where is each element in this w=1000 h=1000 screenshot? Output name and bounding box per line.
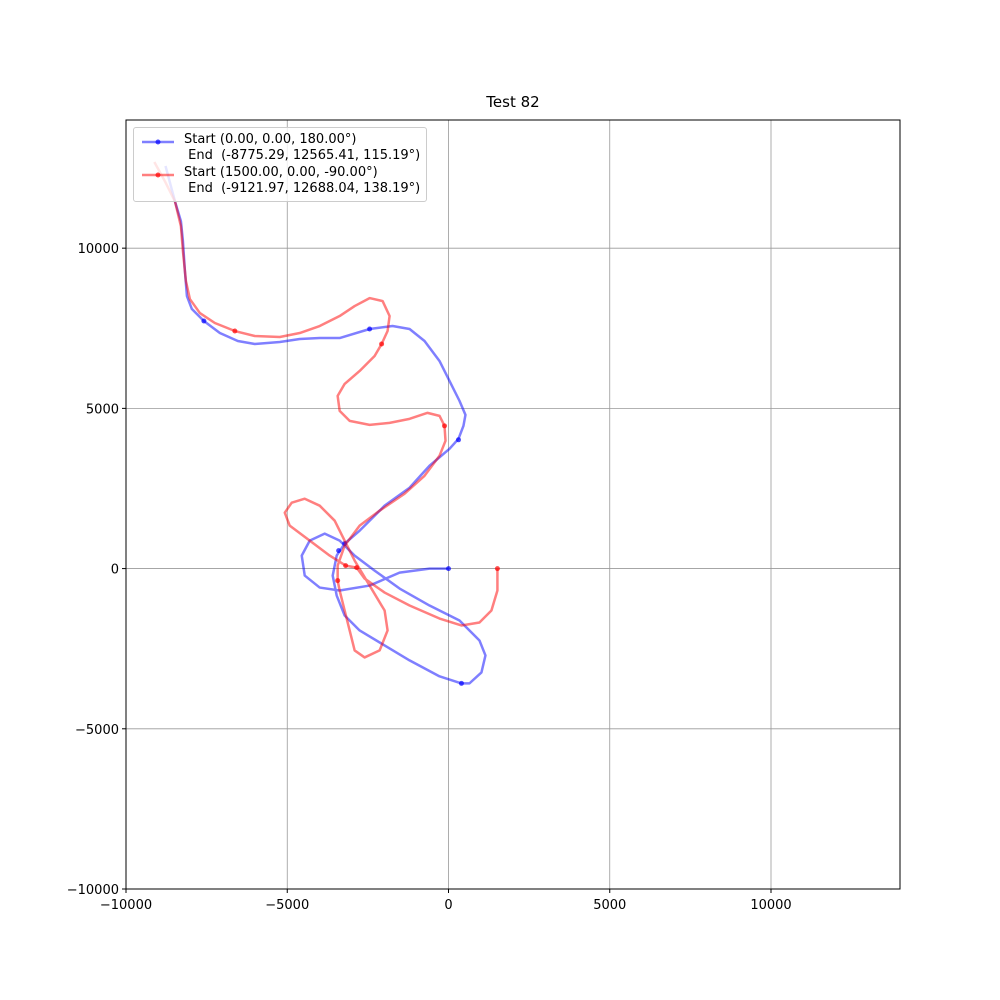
x-tick-label: −5000: [265, 898, 309, 913]
y-tick-label: 5000: [86, 402, 119, 417]
trajectory-line: [164, 165, 487, 685]
waypoint-marker: [494, 566, 500, 572]
waypoint-marker: [458, 680, 464, 686]
y-tick-label: 10000: [78, 242, 119, 257]
legend-marker: [155, 172, 161, 178]
waypoint-marker: [367, 326, 373, 332]
waypoint-marker: [455, 437, 461, 443]
waypoint-marker: [335, 578, 341, 584]
legend-marker: [155, 139, 161, 145]
x-tick-label: 10000: [750, 898, 791, 913]
y-tick-label: −5000: [75, 723, 119, 738]
x-tick-label: −10000: [100, 898, 152, 913]
legend-label: Start (1500.00, 0.00, -90.00°) End (-912…: [184, 165, 421, 196]
legend-entry: Start (1500.00, 0.00, -90.00°) End (-912…: [140, 165, 420, 197]
x-tick-label: 5000: [593, 898, 626, 913]
y-tick-label: 0: [111, 563, 119, 578]
waypoint-marker: [379, 341, 385, 347]
waypoint-marker: [354, 565, 360, 571]
legend-swatch: [142, 139, 174, 145]
x-tick-label: 0: [444, 898, 452, 913]
legend-label: Start (0.00, 0.00, 180.00°) End (-8775.2…: [184, 132, 421, 163]
waypoint-marker: [343, 563, 349, 569]
chart-title: Test 82: [485, 93, 539, 111]
legend: Start (0.00, 0.00, 180.00°) End (-8775.2…: [133, 127, 428, 202]
waypoint-marker: [232, 328, 238, 334]
waypoint-marker: [201, 318, 207, 324]
plot-frame: [125, 119, 901, 890]
legend-entry: Start (0.00, 0.00, 180.00°) End (-8775.2…: [140, 132, 420, 164]
legend-swatch: [142, 172, 174, 178]
waypoint-marker: [336, 548, 342, 554]
trajectory-line: [153, 161, 499, 659]
waypoint-marker: [442, 423, 448, 429]
waypoint-marker: [446, 566, 451, 572]
y-tick-label: −10000: [67, 883, 119, 898]
